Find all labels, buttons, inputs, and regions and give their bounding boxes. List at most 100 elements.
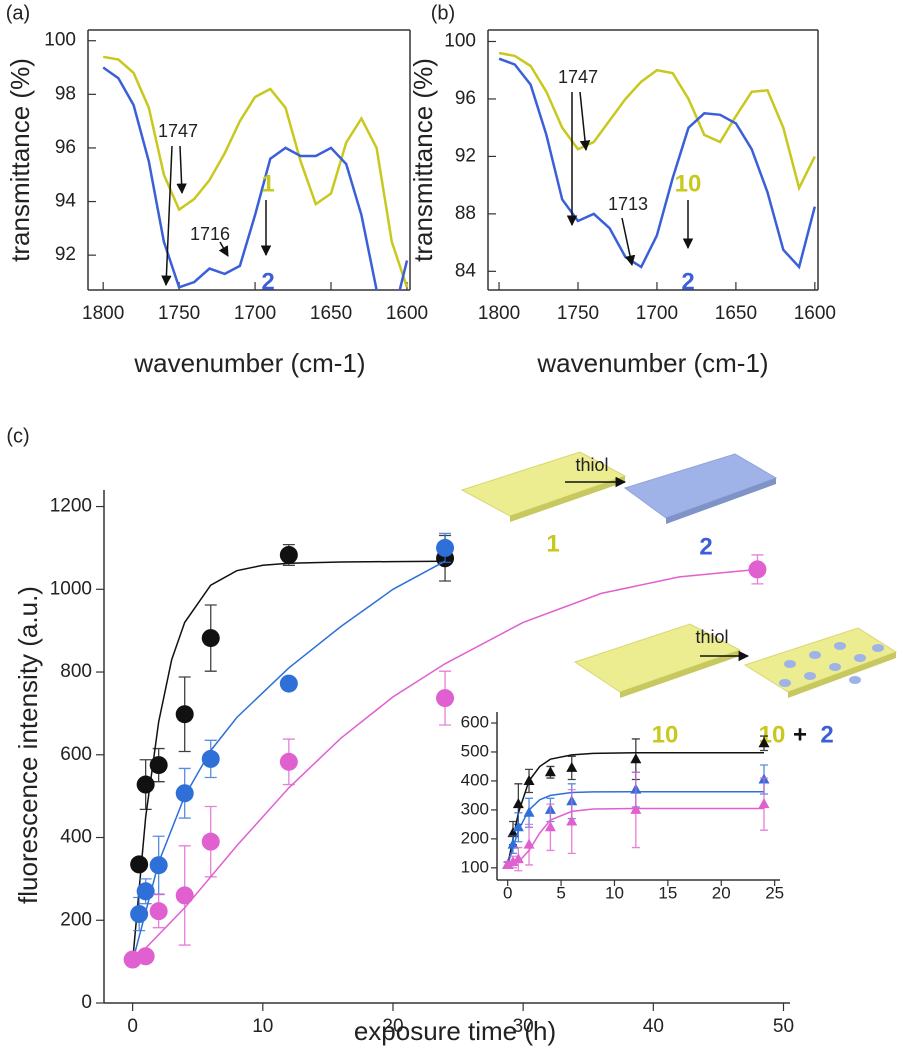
x-tick-label: 0 [503, 883, 512, 902]
x-tick-label: 0 [127, 1016, 138, 1037]
y-tick-label: 1000 [50, 578, 92, 599]
annotation: 1747 [558, 67, 598, 87]
y-tick-label: 96 [55, 137, 76, 158]
annotation: 2 [699, 533, 712, 560]
y-tick-label: 94 [55, 191, 77, 212]
x-tick-label: 1800 [82, 303, 124, 324]
marker [149, 856, 168, 875]
y-tick-label: 88 [455, 203, 476, 224]
annotation: 1716 [190, 224, 230, 244]
x-tick-label: 1700 [234, 303, 276, 324]
marker [175, 784, 194, 803]
panel: 1800 1750 1700 1650 1600 92 94 96 98 100 wavenumbe… [5, 2, 428, 378]
marker [512, 853, 524, 864]
annotation-arrow [621, 217, 636, 267]
marker [201, 749, 220, 768]
y-tick-label: 0 [81, 992, 92, 1013]
marker [566, 761, 578, 772]
x-tick-label: 1600 [386, 303, 428, 324]
y-tick-label: 200 [60, 909, 92, 930]
marker [566, 815, 578, 826]
plot-area [498, 51, 817, 270]
annotation-arrow [218, 241, 229, 257]
fit-line [131, 560, 446, 962]
x-axis-label: wavenumber (cm-1) [133, 348, 365, 378]
marker [175, 705, 194, 724]
y-tick-label: 96 [455, 88, 476, 109]
marker [507, 856, 519, 867]
x-tick-label: 1700 [636, 303, 678, 324]
fit-line [506, 790, 764, 866]
y-tick-label: 92 [455, 145, 476, 166]
y-tick-label: 200 [461, 828, 489, 847]
spectrum-line [102, 55, 409, 288]
marker [436, 538, 455, 557]
y-tick-label: 100 [44, 30, 76, 51]
x-tick-label: 5 [556, 883, 565, 902]
y-tick-label: 400 [461, 770, 489, 789]
x-tick-label: 25 [765, 883, 784, 902]
marker [523, 838, 535, 849]
fit-line [131, 560, 446, 962]
marker [149, 756, 168, 775]
marker [630, 753, 642, 764]
marker [544, 821, 556, 832]
x-tick-label: 1800 [478, 303, 520, 324]
x-tick-label: 1600 [794, 303, 836, 324]
annotation: thiol [695, 627, 728, 647]
annotation: 1 [261, 170, 274, 197]
x-tick-label: 10 [605, 883, 624, 902]
annotation-arrow [176, 145, 187, 195]
marker [512, 798, 524, 809]
panel: 0 10 20 30 40 50020040060080010001200exposure… [6, 425, 833, 1046]
annotation: + [793, 721, 807, 748]
marker [502, 858, 514, 869]
y-tick-label: 800 [60, 661, 92, 682]
marker [149, 902, 168, 921]
y-tick-label: 500 [461, 741, 489, 760]
annotation: 1747 [158, 121, 198, 141]
annotation: 10 [675, 170, 702, 197]
annotation-arrow [579, 91, 591, 152]
x-tick-label: 50 [773, 1016, 794, 1037]
y-tick-label: 300 [461, 799, 489, 818]
marker [130, 855, 149, 874]
annotation: 1 [546, 530, 559, 557]
y-tick-label: 92 [55, 244, 76, 265]
annotation: 10 [652, 721, 679, 748]
marker [130, 905, 149, 924]
plot-area [102, 55, 409, 290]
marker [136, 882, 155, 901]
x-tick-label: 20 [712, 883, 731, 902]
x-tick-label: 30 [513, 1016, 534, 1037]
fit-line [132, 568, 758, 963]
y-tick-label: 100 [444, 31, 476, 52]
marker [279, 545, 298, 564]
marker [201, 832, 220, 851]
x-tick-label: 10 [252, 1016, 273, 1037]
x-tick-label: 20 [382, 1016, 403, 1037]
marker [201, 629, 220, 648]
y-tick-label: 1200 [50, 496, 92, 517]
annotation: 2 [261, 268, 274, 295]
panel-label: (b) [431, 2, 455, 24]
marker [758, 737, 770, 748]
x-tick-label: 15 [658, 883, 677, 902]
marker [544, 766, 556, 777]
annotation: thiol [575, 455, 608, 475]
plot-area [502, 735, 770, 872]
plot-area [123, 532, 767, 969]
schematic [460, 451, 898, 698]
y-axis-label: transmittance (%) [408, 58, 438, 262]
annotation: 2 [820, 721, 833, 748]
panel: 1800 1750 1700 1650 1600 84 88 92 96 100 wavenumbe… [408, 2, 836, 378]
panel-label: (a) [6, 2, 30, 24]
marker [758, 798, 770, 809]
y-axis-label: transmittance (%) [5, 58, 35, 262]
y-axis-label: fluorescence intensity (a.u.) [13, 586, 43, 904]
panel: 0 5 10 15 20 25 100 200 300 400 500 600 [461, 712, 784, 902]
x-tick-label: 1650 [715, 303, 757, 324]
x-tick-label: 1750 [158, 303, 200, 324]
y-tick-label: 600 [60, 744, 92, 765]
